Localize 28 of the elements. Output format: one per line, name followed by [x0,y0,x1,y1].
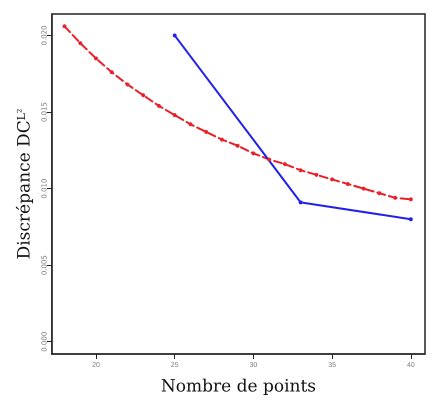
point [298,168,303,172]
point [346,182,350,186]
point [298,200,303,204]
point [172,33,177,38]
point [94,56,98,60]
point [362,186,366,191]
point [204,130,208,134]
point [125,82,130,86]
point [141,93,146,98]
x-axis-title: Nombre de points [160,376,316,396]
point [236,144,240,148]
point [393,196,398,200]
point [78,41,82,46]
y-axis-title: Discrépance DCL² [14,108,34,260]
point [408,217,413,222]
point [172,113,177,118]
point [188,122,192,126]
point [330,177,334,182]
point [314,172,318,177]
point [267,157,272,162]
point [156,104,161,108]
point [282,162,287,166]
point [408,197,413,202]
point [62,24,66,28]
point [251,151,256,156]
point [110,70,114,74]
point [220,138,224,142]
point [377,191,382,196]
